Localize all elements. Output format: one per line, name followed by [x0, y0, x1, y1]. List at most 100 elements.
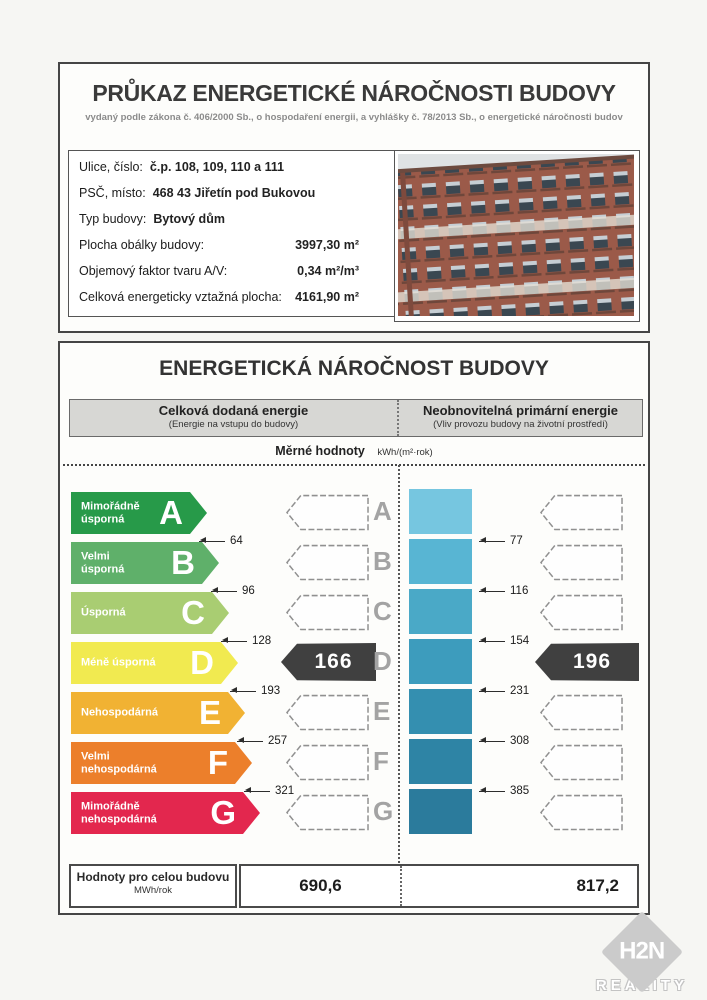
column-title: Celková dodaná energie [158, 403, 309, 418]
agency-monogram: H2N [619, 937, 665, 965]
threshold-tick: 64 [199, 535, 243, 547]
class-letter: A [159, 494, 183, 531]
info-label: PSČ, místo: [79, 186, 146, 200]
primary-energy-bar [409, 739, 472, 784]
scale-letter: B [373, 546, 392, 576]
threshold-tick: 116 [479, 585, 528, 597]
outline-arrow [286, 594, 369, 631]
document-title: PRŮKAZ ENERGETICKÉ NÁROČNOSTI BUDOVY [92, 80, 616, 106]
outline-arrow [286, 494, 369, 531]
column-title: Neobnovitelná primární energie [422, 403, 619, 418]
outline-arrow [540, 694, 623, 731]
primary-energy-bar [409, 589, 472, 634]
totals-row: Hodnoty pro celou budovu MWh/rok 690,6 8… [69, 864, 639, 908]
primary-energy-bar [409, 489, 472, 534]
threshold-tick: 96 [211, 585, 255, 597]
measure-row: Měrné hodnoty kWh/(m²·rok) [60, 442, 648, 460]
primary-energy-indicator: 196 [535, 643, 639, 681]
class-arrow-D: Méně úsporná D [71, 642, 238, 684]
class-label: Mimořádně nehospodárná [81, 800, 157, 825]
energy-section-box: ENERGETICKÁ NÁROČNOST BUDOVY Celková dod… [58, 341, 650, 915]
section-title: ENERGETICKÁ NÁROČNOST BUDOVY [159, 357, 549, 380]
tick-arrow-icon [479, 587, 505, 593]
threshold-tick: 128 [221, 635, 271, 647]
energy-class-row-left: Úsporná C 128 C [69, 589, 399, 647]
outline-arrow [286, 694, 369, 731]
outline-arrow [540, 744, 623, 781]
class-label: Nehospodárná [81, 706, 159, 719]
class-arrow-C: Úsporná C [71, 592, 229, 634]
threshold-tick: 321 [244, 785, 294, 797]
class-letter: G [210, 794, 236, 831]
class-label: Úsporná [81, 606, 126, 619]
totals-label-box: Hodnoty pro celou budovu MWh/rok [69, 864, 237, 908]
info-row-type: Typ budovy: Bytový dům [79, 212, 389, 238]
threshold-value: 96 [242, 585, 255, 597]
threshold-value: 308 [510, 735, 530, 747]
tick-arrow-icon [479, 737, 505, 743]
tick-arrow-icon [479, 787, 505, 793]
class-label: Méně úsporná [81, 656, 156, 669]
tick-arrow-icon [479, 687, 505, 693]
class-letter: E [198, 694, 221, 731]
threshold-value: 116 [510, 585, 529, 597]
class-letter: C [181, 594, 205, 631]
tick-arrow-icon [244, 787, 270, 793]
indicator-value: 166 [314, 650, 353, 673]
info-label: Typ budovy: [79, 212, 147, 226]
tick-arrow-icon [479, 637, 505, 643]
class-arrow-A: Mimořádně úsporná A [71, 492, 207, 534]
class-arrow-G: Mimořádně nehospodárná G [71, 792, 260, 834]
info-row-city: PSČ, místo: 468 43 Jiřetín pod Bukovou [79, 186, 389, 212]
right-scale-rows: 77 116 154 231 196 308 385 [402, 489, 642, 839]
threshold-value: 385 [510, 785, 530, 797]
threshold-value: 128 [252, 635, 272, 647]
energy-class-row-left: Velmi úsporná B 96 B [69, 539, 399, 597]
dotted-divider-vertical [398, 465, 400, 863]
measure-label: Měrné hodnoty [275, 444, 365, 458]
outline-arrow [286, 544, 369, 581]
column-headers: Celková dodaná energie (Energie na vstup… [69, 399, 643, 437]
info-value: 4161,90 m² [295, 290, 359, 304]
threshold-tick: 77 [479, 535, 523, 547]
threshold-value: 77 [510, 535, 523, 547]
threshold-value: 64 [230, 535, 243, 547]
info-row-street: Ulice, číslo: č.p. 108, 109, 110 a 111 [79, 160, 389, 186]
threshold-tick: 385 [479, 785, 529, 797]
class-arrow-F: Velmi nehospodárná F [71, 742, 252, 784]
threshold-tick: 257 [237, 735, 287, 747]
column-header-primary-energy: Neobnovitelná primární energie (Vliv pro… [399, 400, 642, 436]
tick-arrow-icon [237, 737, 263, 743]
info-label: Celková energeticky vztažná plocha: [79, 290, 282, 304]
energy-class-row-right: 116 [402, 539, 642, 597]
threshold-value: 193 [261, 685, 281, 697]
scale-letter: E [373, 696, 391, 726]
energy-class-row-left: Nehospodárná E 257 E [69, 689, 399, 747]
class-label: Mimořádně úsporná [81, 500, 140, 525]
class-letter: D [190, 644, 214, 681]
threshold-tick: 231 [479, 685, 529, 697]
energy-class-row-right: 385 [402, 739, 642, 797]
energy-class-row-left: Velmi nehospodárná F 321 F [69, 739, 399, 797]
scale-letter: G [373, 796, 394, 826]
class-letter: F [207, 744, 228, 781]
info-value: 0,34 m²/m³ [297, 264, 359, 278]
agency-watermark: H2N REALITY [581, 910, 703, 994]
outline-arrow [540, 794, 623, 831]
tick-arrow-icon [479, 537, 505, 543]
left-scale-rows: Mimořádně úsporná A 64 A Velmi úsporná B 96 B Ús… [69, 489, 399, 839]
info-row-envelope-area: Plocha obálky budovy: 3997,30 m² [79, 238, 389, 264]
outline-arrow [540, 544, 623, 581]
column-subtitle: (Vliv provozu budovy na životní prostřed… [433, 419, 608, 430]
outline-arrow [540, 594, 623, 631]
energy-class-row-right [402, 789, 642, 839]
total-primary-energy-value: 817,2 [400, 866, 637, 906]
energy-class-row-left: Mimořádně úsporná A 64 A [69, 489, 399, 547]
document-subtitle: vydaný podle zákona č. 406/2000 Sb., o h… [85, 112, 623, 123]
threshold-value: 257 [268, 735, 288, 747]
primary-energy-bar [409, 639, 472, 684]
threshold-value: 154 [510, 635, 530, 647]
info-label: Ulice, číslo: [79, 160, 143, 174]
primary-energy-bar [409, 789, 472, 834]
tick-arrow-icon [230, 687, 256, 693]
